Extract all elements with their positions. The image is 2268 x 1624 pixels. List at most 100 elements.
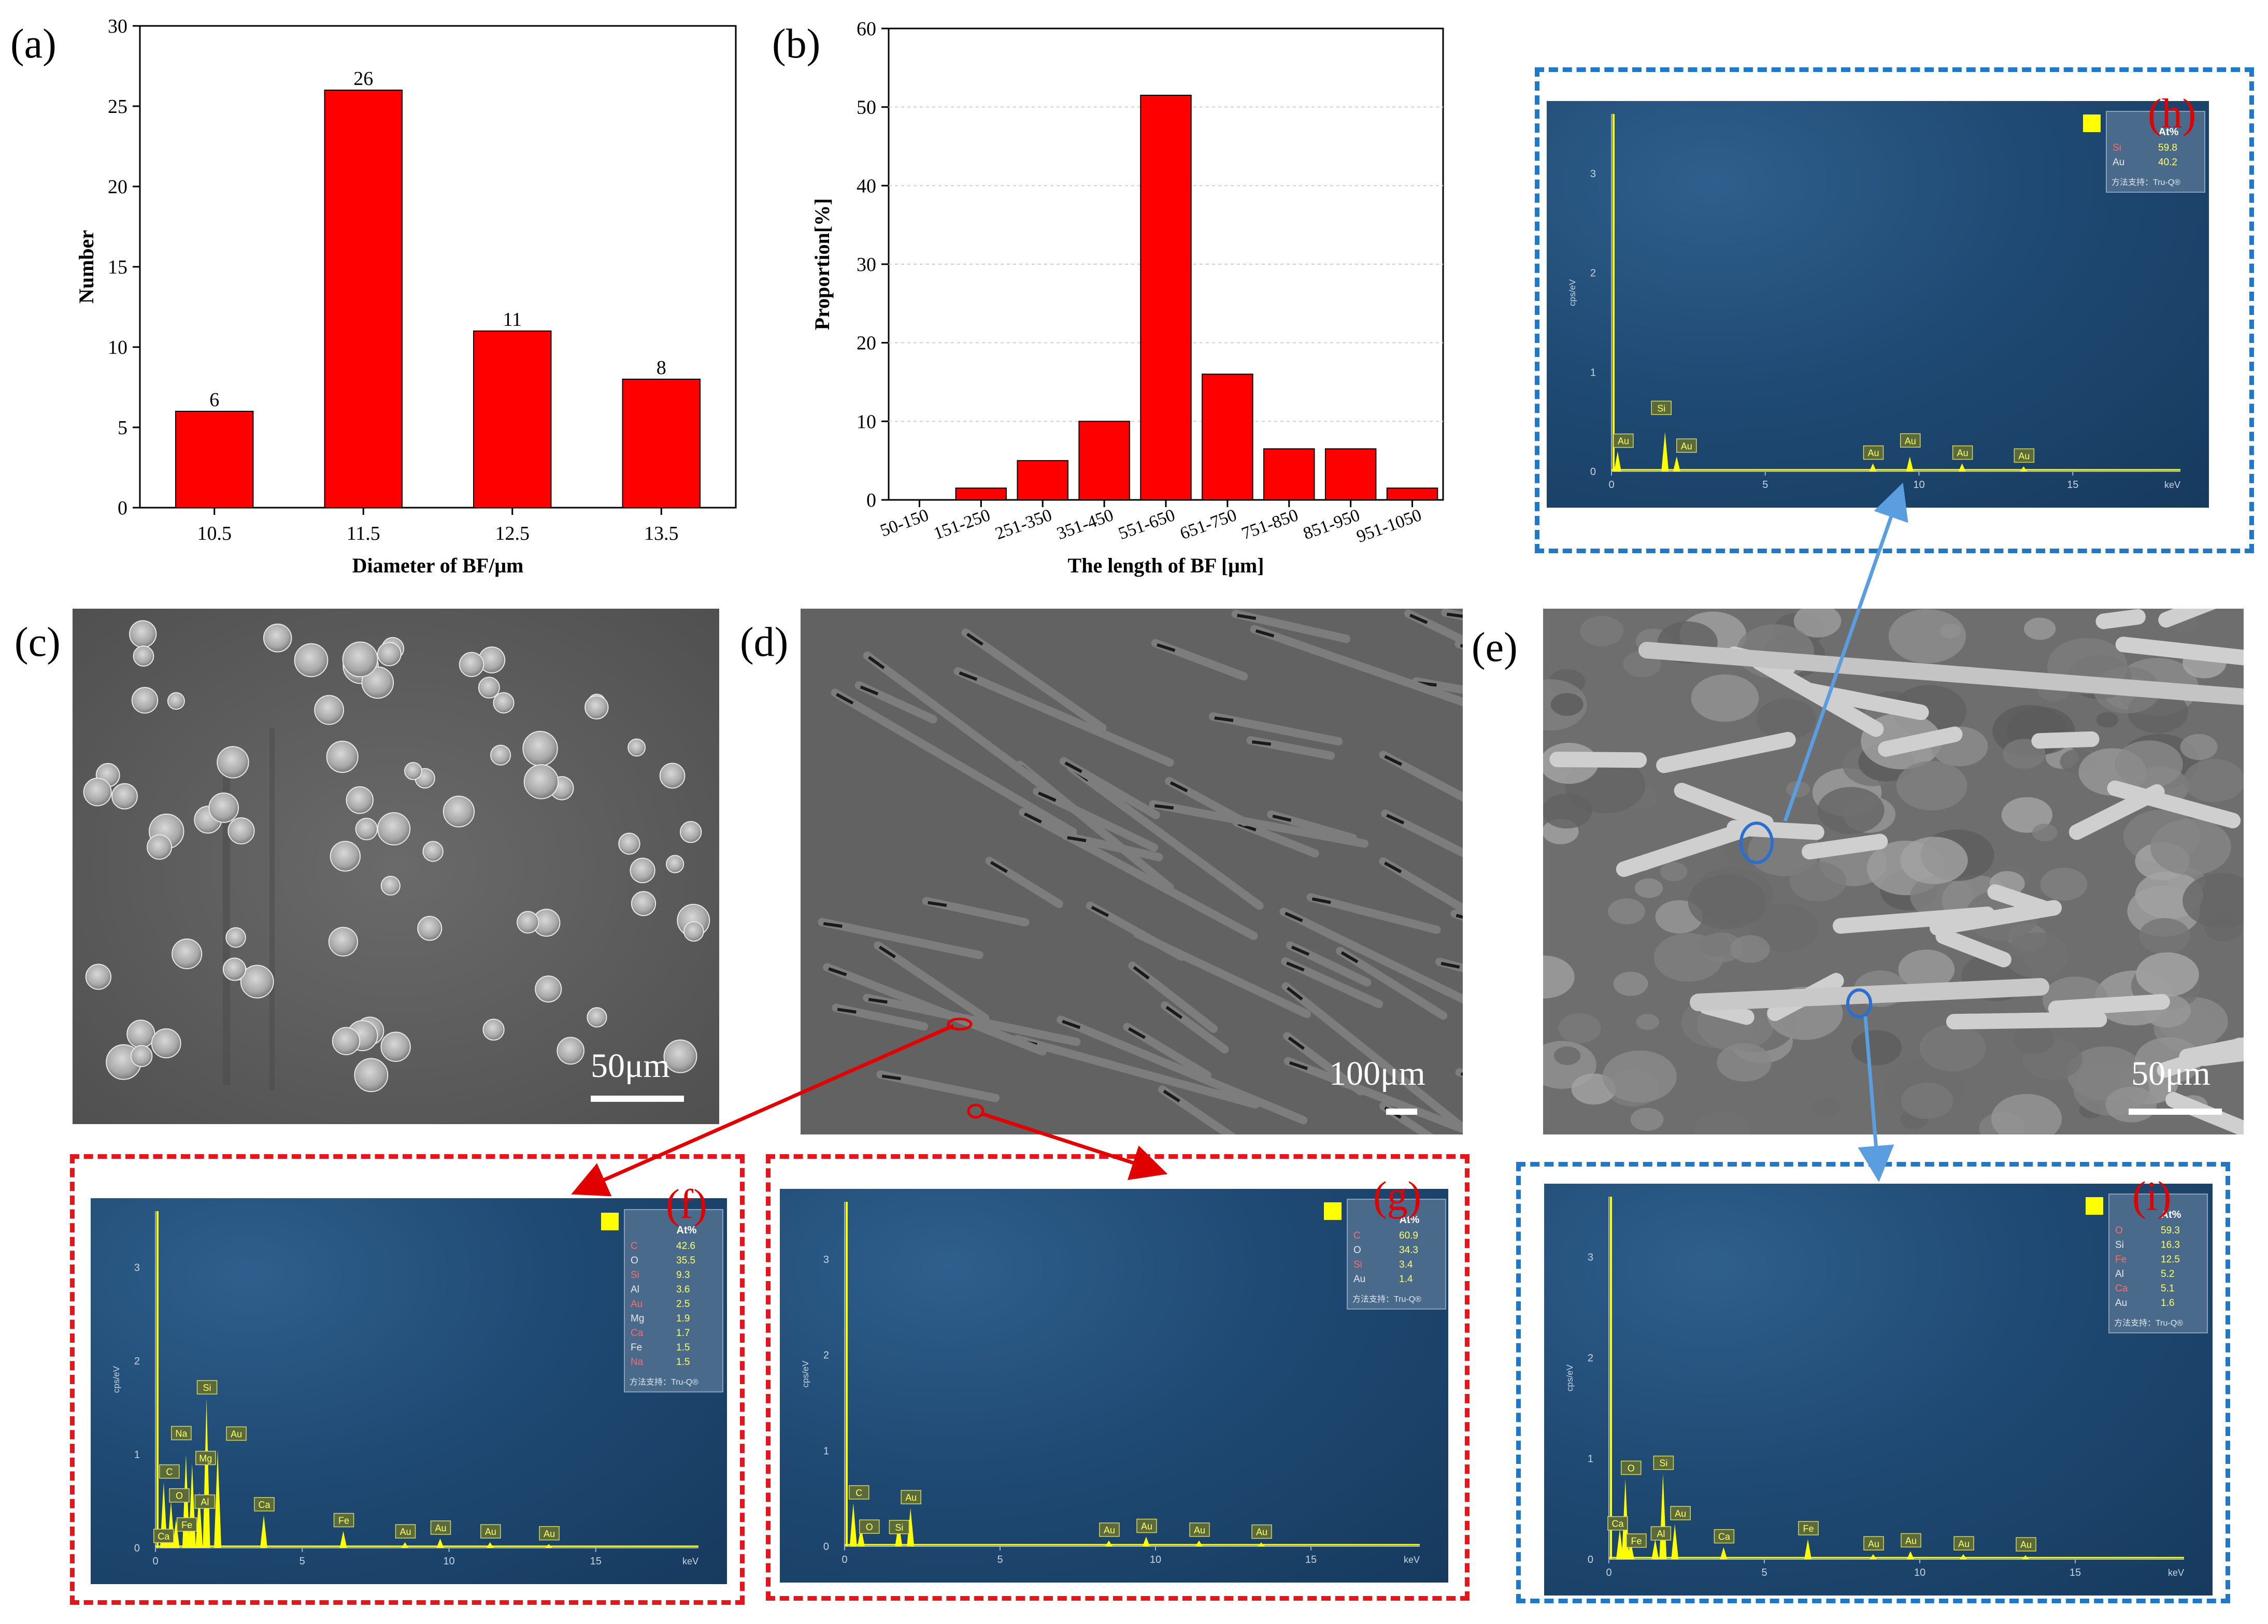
spectrum-peak bbox=[1627, 1541, 1634, 1559]
y-tick-label: 3 bbox=[1588, 1252, 1593, 1263]
peak-label-box bbox=[480, 1524, 501, 1539]
fiber-end bbox=[535, 975, 562, 1003]
fiber-end bbox=[85, 964, 112, 990]
panel-label-a: (a) bbox=[10, 21, 56, 67]
fiber bbox=[1379, 857, 1463, 913]
matrix-blob bbox=[1543, 793, 1592, 829]
matrix-blob bbox=[1817, 787, 1885, 834]
y-tick-label: 0 bbox=[823, 1541, 829, 1553]
peak-label: Si bbox=[1657, 403, 1665, 413]
fiber-gap bbox=[837, 1008, 857, 1014]
fiber-end bbox=[630, 857, 655, 883]
fiber-end bbox=[354, 1058, 389, 1093]
fiber-gap bbox=[1285, 912, 1303, 923]
peak-label: Au bbox=[400, 1527, 411, 1537]
peak-label: C bbox=[166, 1467, 173, 1477]
scale-label-c: 50μm bbox=[591, 1047, 670, 1085]
fiber-end bbox=[151, 1028, 181, 1059]
legend-header: At% bbox=[2159, 126, 2179, 138]
peak-label-box bbox=[1651, 400, 1672, 415]
fiber bbox=[1279, 907, 1463, 1004]
fiber-end bbox=[679, 821, 702, 843]
fiber-gap bbox=[1023, 812, 1042, 824]
y-tick-label: 60 bbox=[857, 18, 876, 40]
fiber-end bbox=[217, 746, 249, 779]
fiber-end bbox=[417, 916, 443, 941]
spectrum-peak bbox=[339, 1531, 347, 1548]
chart-a-svg: 0 5 10 15 20 25 30 10.5 6 11.5 26 12.5 11 13.5 8 Diamet… bbox=[75, 16, 737, 577]
matrix-blob bbox=[1991, 1094, 2062, 1134]
x-tick-label: 0 bbox=[1606, 1567, 1611, 1578]
matrix-blob bbox=[2136, 952, 2199, 997]
matrix-blob bbox=[1811, 1098, 1841, 1118]
y-tick-label: 3 bbox=[823, 1254, 829, 1266]
fiber-end bbox=[346, 786, 374, 814]
x-tick-label: 10 bbox=[1913, 479, 1924, 491]
fiber bbox=[1727, 820, 1824, 840]
peak-label: Au bbox=[1194, 1525, 1205, 1535]
scale-bar-d bbox=[1386, 1109, 1417, 1115]
spectrum-peak bbox=[1671, 1524, 1679, 1559]
fiber-gap bbox=[1386, 814, 1405, 825]
legend-element: Fe bbox=[631, 1342, 642, 1353]
peak-label: Ca bbox=[158, 1531, 170, 1542]
peak-label: Si bbox=[1659, 1458, 1667, 1469]
peak-label-box bbox=[1136, 1518, 1157, 1533]
matrix-blob bbox=[2040, 868, 2088, 901]
fiber-gap bbox=[1289, 1061, 1308, 1070]
fiber-gap bbox=[1383, 861, 1402, 873]
fiber bbox=[1656, 731, 1796, 773]
matrix-blob bbox=[1851, 1030, 1902, 1066]
peak-label: Au bbox=[1675, 1508, 1686, 1519]
matrix-blob bbox=[2150, 818, 2231, 875]
legend-element: Si bbox=[2115, 1240, 2124, 1251]
legend-element: C bbox=[1353, 1230, 1361, 1241]
x-tick-label: 5 bbox=[1761, 1567, 1767, 1578]
fiber-end bbox=[377, 642, 402, 667]
peak-label: Fe bbox=[181, 1520, 192, 1530]
matrix-blob bbox=[1553, 1046, 1581, 1065]
matrix-blob bbox=[2001, 797, 2052, 833]
scale-label-e: 50μm bbox=[2131, 1055, 2210, 1093]
fiber-end bbox=[627, 738, 646, 757]
fiber-gap bbox=[1272, 814, 1292, 822]
fiber-gap bbox=[878, 945, 896, 959]
matrix-blob bbox=[2183, 873, 2244, 928]
matrix-blob bbox=[1888, 609, 1966, 664]
matrix-blob bbox=[1900, 837, 1968, 884]
legend-element: Si bbox=[631, 1270, 639, 1281]
fiber-end bbox=[263, 623, 292, 653]
fiber bbox=[1057, 1015, 1308, 1125]
peak-label-box bbox=[333, 1513, 354, 1528]
fiber-gap bbox=[1133, 966, 1150, 980]
spectrum-peak bbox=[1105, 1540, 1112, 1546]
fiber bbox=[1411, 677, 1463, 694]
y-tick-label: 30 bbox=[108, 16, 127, 37]
fiber-end bbox=[443, 795, 475, 828]
sem-d-svg bbox=[801, 609, 1463, 1134]
fiber-end bbox=[683, 921, 704, 942]
legend-element: Ca bbox=[631, 1328, 644, 1339]
peak-label-box bbox=[2016, 1537, 2036, 1551]
legend-header: At% bbox=[677, 1225, 697, 1236]
spectrum-peak bbox=[1907, 1551, 1914, 1559]
legend-footer: 方法支持：Tru-Q® bbox=[2112, 178, 2180, 187]
x-tick-label: 5 bbox=[299, 1556, 305, 1567]
matrix-blob bbox=[1660, 862, 1688, 882]
panel-label-f: (f) bbox=[666, 1182, 707, 1227]
panel-label-h: (h) bbox=[2148, 91, 2196, 137]
spectrum-peak bbox=[857, 1527, 865, 1546]
peak-label: Au bbox=[1868, 1539, 1879, 1549]
legend-header: At% bbox=[2161, 1209, 2181, 1220]
fiber-gap bbox=[1128, 1027, 1146, 1039]
x-tick-label: 10 bbox=[1150, 1554, 1161, 1565]
peak-label-box bbox=[1863, 445, 1884, 460]
fiber bbox=[1033, 787, 1159, 852]
fiber bbox=[1306, 893, 1441, 934]
bar bbox=[473, 330, 552, 508]
y-tick-label: 3 bbox=[1590, 168, 1596, 180]
fiber-end bbox=[631, 891, 657, 916]
fiber-gap bbox=[823, 922, 843, 928]
peak-label: Mg bbox=[199, 1454, 212, 1464]
